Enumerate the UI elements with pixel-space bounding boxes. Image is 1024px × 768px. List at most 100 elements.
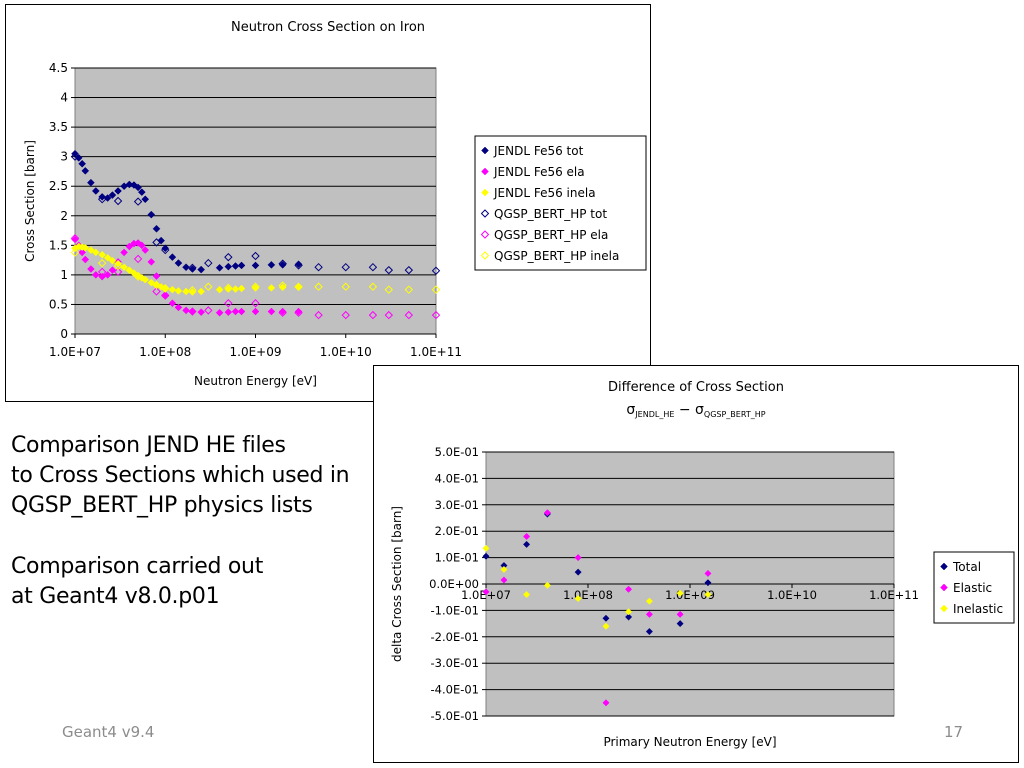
y-tick-label: -3.0E-01 (431, 656, 480, 670)
data-point (98, 193, 107, 201)
data-point (215, 263, 224, 272)
data-point (113, 261, 123, 271)
x-axis-label: Neutron Energy [eV] (194, 374, 317, 388)
x-tick-label: 1.0E+07 (49, 345, 101, 359)
data-point (152, 287, 161, 296)
footer-label: Geant4 v9.4 (62, 723, 155, 741)
legend-marker (481, 167, 489, 176)
data-point (278, 259, 287, 268)
data-point (97, 258, 107, 268)
data-point (215, 308, 224, 317)
data-point (141, 195, 150, 204)
y-axis-label: delta Cross Section [barn] (390, 506, 404, 662)
data-point (70, 234, 80, 243)
data-point (294, 282, 303, 291)
data-point (251, 282, 260, 291)
data-point (114, 187, 122, 195)
y-tick-label: 0.5 (49, 297, 68, 311)
data-point (91, 271, 100, 279)
data-point (152, 224, 161, 233)
data-point (482, 552, 490, 560)
data-point (625, 613, 633, 621)
text-line: Comparison carried out (11, 554, 264, 579)
data-point (231, 262, 240, 270)
data-point (231, 307, 240, 316)
data-point (278, 307, 287, 316)
data-point (71, 235, 79, 244)
legend-label: JENDL Fe56 inela (493, 186, 596, 200)
data-point (197, 265, 206, 274)
data-point (676, 589, 684, 597)
y-tick-label: 4.5 (49, 61, 68, 75)
x-tick-label: 1.0E+11 (869, 588, 919, 602)
data-point (168, 299, 177, 308)
data-point (125, 242, 134, 251)
legend-marker (480, 230, 490, 239)
data-point (231, 285, 240, 293)
difference-chart-svg: -5.0E-01 -4.0E-01 -3.0E-01 -2.0E-01 -1.0E-01… (390, 380, 1015, 749)
data-point (341, 310, 350, 320)
data-point (78, 248, 86, 257)
data-point (543, 581, 551, 589)
data-point (152, 280, 161, 290)
data-point (294, 308, 303, 317)
data-point (81, 166, 90, 175)
plot-area (74, 67, 437, 335)
data-point (431, 310, 441, 320)
data-point (97, 267, 107, 277)
y-tick-label: 5.0E-01 (435, 445, 479, 459)
y-axis-label: Cross Section [barn] (23, 140, 37, 262)
data-point (278, 281, 287, 290)
data-point (224, 252, 233, 262)
text-line: Comparison JEND HE files (11, 433, 286, 458)
data-point (70, 248, 80, 257)
data-point (87, 265, 95, 273)
chart-title: Neutron Cross Section on Iron (231, 20, 425, 35)
data-point (384, 265, 394, 275)
chart-title: Difference of Cross Section (608, 380, 784, 395)
data-point (152, 238, 161, 247)
data-point (161, 284, 170, 293)
data-point (314, 282, 323, 291)
data-point (645, 610, 653, 618)
data-point (237, 261, 246, 270)
legend-label: Elastic (953, 581, 992, 595)
y-tick-label: 3.0E-01 (435, 498, 479, 512)
data-point (341, 282, 350, 291)
data-point (267, 284, 276, 292)
data-point (133, 254, 143, 264)
data-point (224, 262, 233, 271)
data-point (147, 258, 156, 266)
data-point (431, 285, 441, 294)
data-point (704, 579, 712, 587)
data-point (113, 267, 123, 277)
cross-section-chart: 0 0.5 1 1.5 2 2.5 3 3.5 4 4.5 1.0E+07 1.0E+08 1.0E+0… (5, 4, 651, 402)
data-point (161, 244, 170, 253)
data-point (91, 187, 100, 195)
data-point (500, 576, 508, 584)
data-point (134, 183, 142, 192)
data-point (137, 241, 146, 250)
data-point (602, 622, 610, 630)
data-point (168, 285, 177, 294)
cross-section-chart-svg: 0 0.5 1 1.5 2 2.5 3 3.5 4 4.5 1.0E+07 1.0E+08 1.0E+0… (23, 20, 647, 388)
y-tick-label: 2 (60, 209, 68, 223)
data-point (251, 307, 260, 316)
data-point (704, 591, 712, 599)
slide-body-text: Comparison JEND HE files to Cross Sectio… (11, 431, 401, 612)
x-tick-label: 1.0E+09 (230, 345, 282, 359)
y-tick-label: 4.0E-01 (435, 471, 479, 485)
data-point (224, 283, 233, 293)
data-point (204, 306, 213, 315)
data-point (103, 271, 112, 279)
legend-marker (940, 562, 948, 571)
data-point (224, 308, 233, 316)
text-line: at Geant4 v8.0.p01 (11, 584, 220, 609)
legend-label: QGSP_BERT_HP tot (494, 207, 607, 221)
data-point (188, 263, 197, 273)
data-point (267, 260, 276, 269)
data-point (182, 306, 190, 315)
legend-label: Inelastic (953, 602, 1003, 616)
data-point (574, 554, 582, 562)
text-line: to Cross Sections which used in (11, 463, 350, 488)
